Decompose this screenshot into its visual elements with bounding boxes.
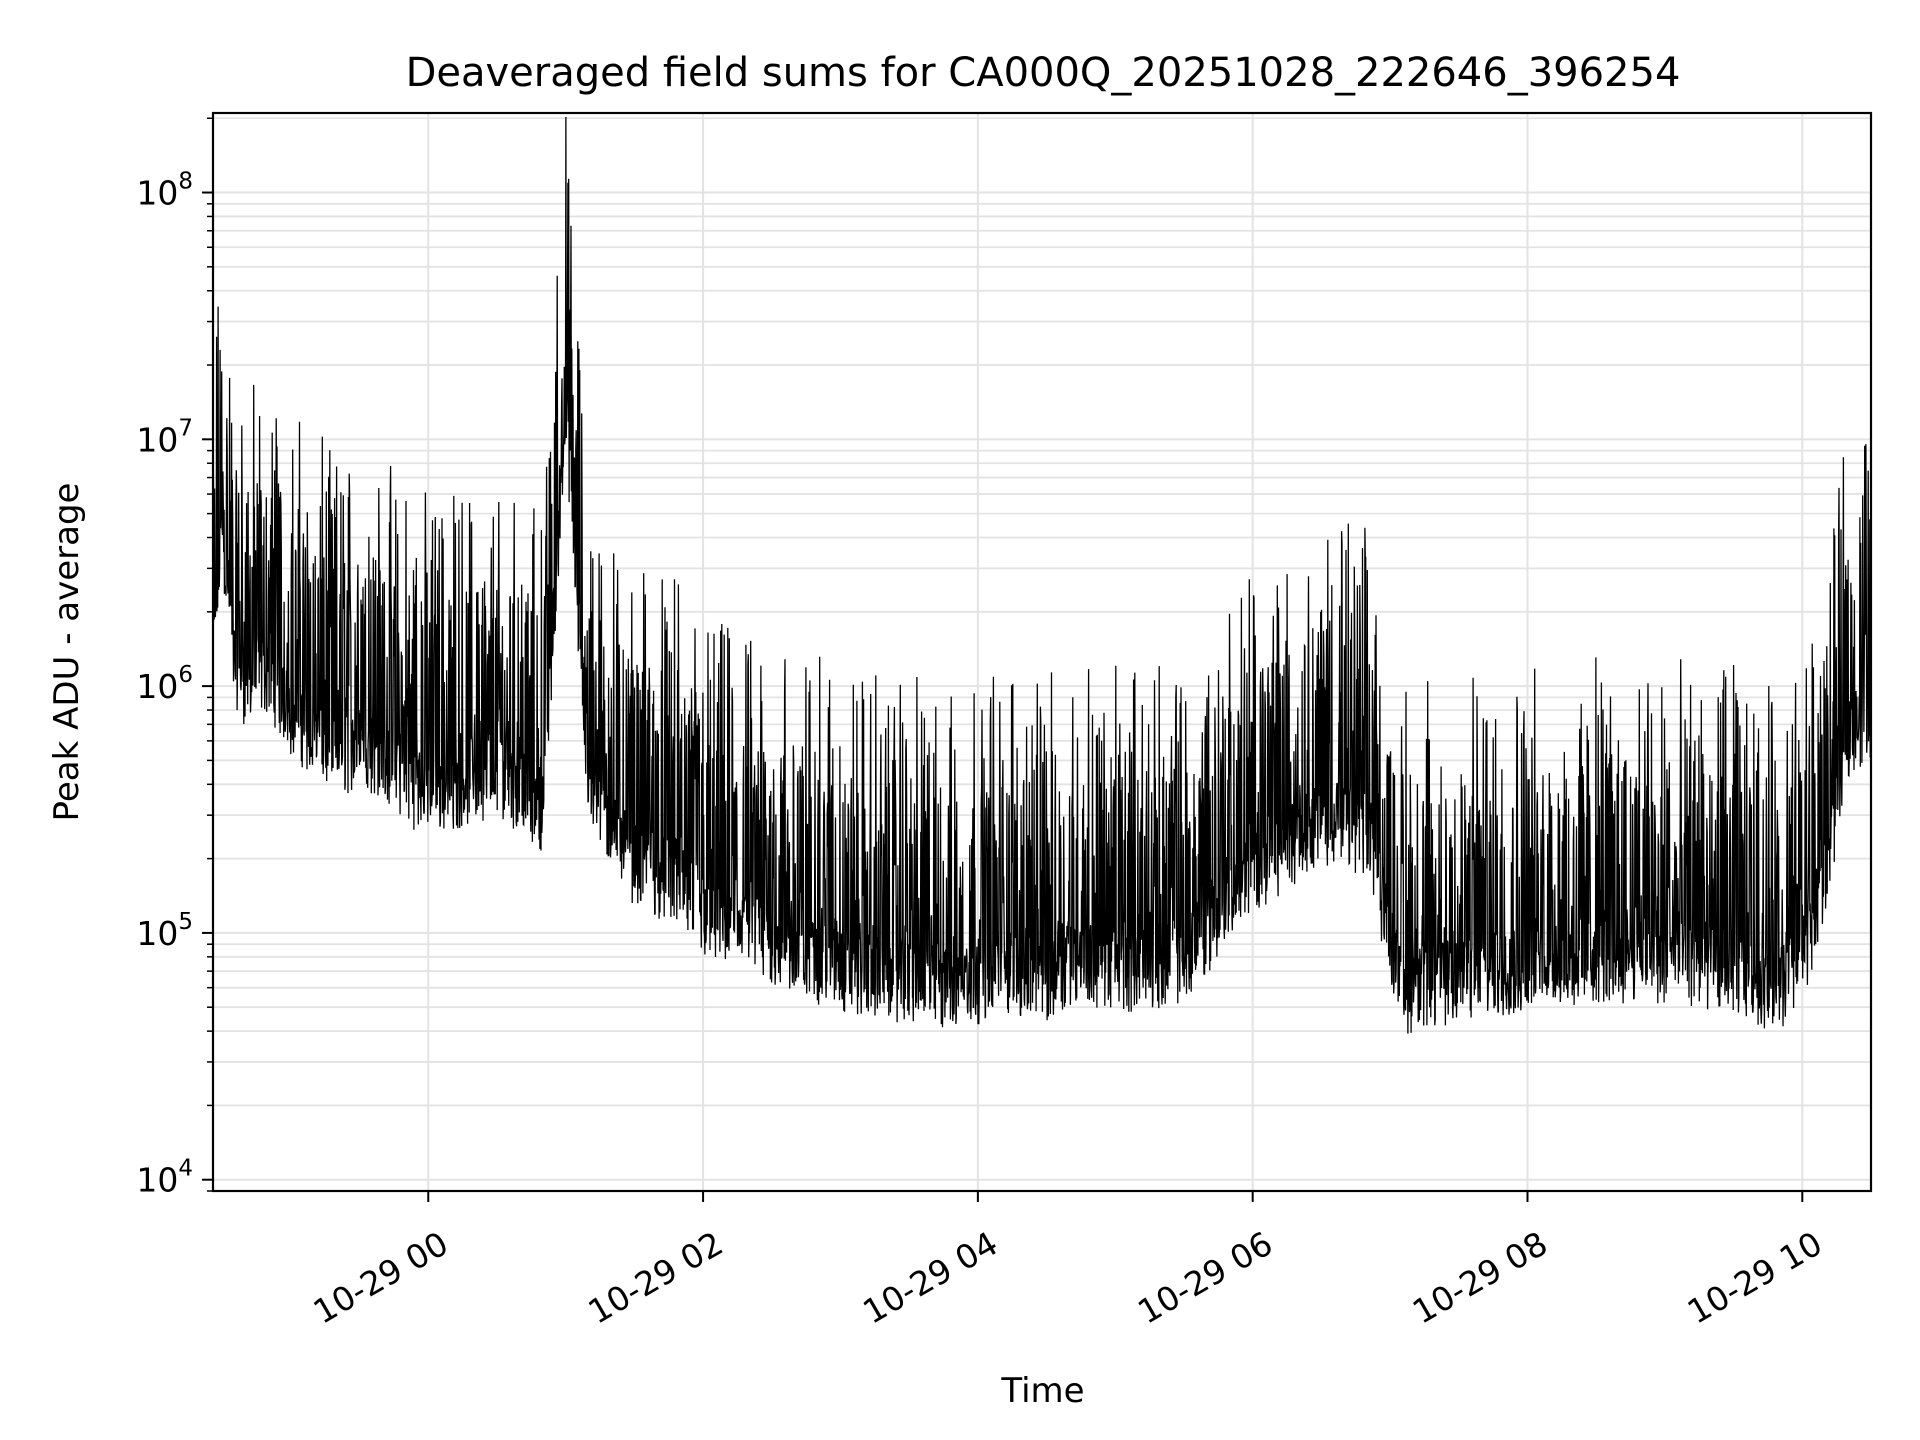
y-tick-exponent: 4 [178, 1156, 193, 1182]
axes-frame [211, 111, 1873, 1193]
y-tick-exponent: 8 [178, 169, 193, 195]
y-tick-base: 10 [136, 667, 178, 706]
y-tick-label: 108 [136, 169, 193, 213]
y-tick-label: 106 [136, 662, 193, 706]
y-axis-label: Peak ADU - average [47, 483, 87, 822]
x-axis-label: Time [1000, 1371, 1084, 1411]
y-tick-exponent: 5 [178, 909, 193, 935]
y-tick-label: 104 [136, 1156, 193, 1200]
y-tick-label: 107 [136, 415, 193, 459]
y-tick-base: 10 [136, 174, 178, 213]
y-tick-base: 10 [136, 914, 178, 953]
y-tick-exponent: 6 [178, 662, 193, 688]
plot-area [213, 116, 1871, 1034]
y-tick-base: 10 [136, 420, 178, 459]
y-tick-exponent: 7 [178, 415, 193, 441]
series-line [213, 116, 1871, 1034]
chart-title: Deaveraged field sums for CA000Q_2025102… [406, 50, 1681, 96]
y-tick-label: 105 [136, 909, 193, 953]
y-tick-base: 10 [136, 1161, 178, 1200]
